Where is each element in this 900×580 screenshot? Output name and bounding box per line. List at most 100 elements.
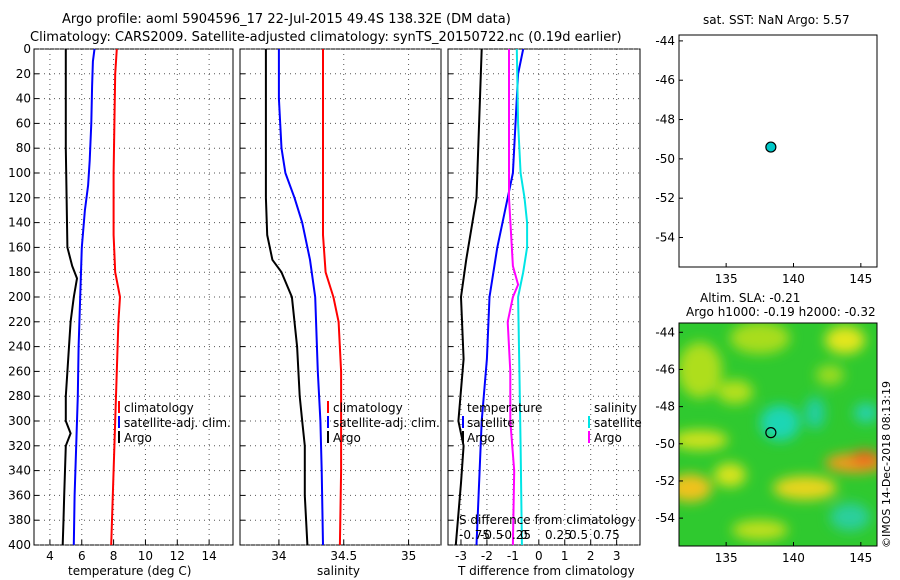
x-tick-label: 135 [715, 272, 738, 286]
series-line-argo [61, 49, 78, 545]
temperature-legend: climatology satellite-adj. clim. Argo [118, 401, 231, 445]
sla-blob [816, 365, 844, 385]
y-tick-label: 40 [16, 92, 31, 106]
x-tick-label: 135 [715, 551, 738, 565]
sla-map-panel: Altim. SLA: -0.21 Argo h1000: -0.19 h200… [655, 291, 878, 565]
x-tick-label: 14 [201, 549, 216, 563]
x-tick-label: 12 [170, 549, 185, 563]
y-tick-label: 380 [8, 513, 31, 527]
y-tick-label: -44 [655, 325, 675, 339]
x-tick-label: 3 [613, 549, 621, 563]
s-tick-label: 0.75 [593, 528, 620, 542]
sla-blob [714, 463, 746, 487]
sla-heatmap [679, 323, 877, 540]
y-tick-label: 160 [8, 240, 31, 254]
x-tick-label: 10 [138, 549, 153, 563]
salinity-xlabel: salinity [317, 564, 360, 578]
s-tick-label: 0.25 [545, 528, 572, 542]
series-line-s-satellite [515, 49, 529, 545]
x-tick-label: 0 [535, 549, 543, 563]
x-tick-label: 145 [849, 272, 872, 286]
sla-blob [679, 342, 722, 398]
sla-blob [851, 450, 877, 466]
sla-blob [679, 474, 712, 502]
y-tick-label: -54 [655, 511, 675, 525]
legend-t-argo: Argo [467, 431, 495, 445]
sla-blob [825, 326, 865, 354]
sst-map-axes [678, 34, 878, 268]
series-line-s-argo [506, 49, 520, 545]
series-line-climatology [110, 49, 121, 545]
y-tick-label: -50 [655, 152, 675, 166]
s-tick-label: -0.75 [459, 528, 490, 542]
x-tick-label: 34.5 [330, 549, 357, 563]
temperature-xlabel: temperature (deg C) [68, 564, 191, 578]
sla-blob [805, 397, 825, 429]
legend-argo: Argo [124, 431, 152, 445]
y-tick-label: 140 [8, 216, 31, 230]
temperature-panel: 4 6 8 10 12 140204060801001201401601802002202… [8, 42, 234, 578]
x-tick-label: 4 [46, 549, 54, 563]
x-tick-label: 145 [849, 551, 872, 565]
x-tick-label: 140 [782, 551, 805, 565]
y-tick-label: 180 [8, 265, 31, 279]
y-tick-label: 0 [23, 42, 31, 56]
x-tick-label: 8 [110, 549, 118, 563]
s-difference-label: S difference from climatology [459, 513, 636, 527]
credit-text: ©IMOS 14-Dec-2018 08:13:19 [880, 381, 893, 548]
legend-argo: Argo [333, 431, 361, 445]
sla-blob [830, 503, 870, 531]
y-tick-label: -54 [655, 231, 675, 245]
y-tick-label: 60 [16, 116, 31, 130]
y-tick-label: -46 [655, 73, 675, 87]
sla-blob [679, 430, 728, 450]
sla-blob [773, 476, 837, 500]
title-line1: Argo profile: aoml 5904596_17 22-Jul-201… [62, 12, 511, 27]
sla-blob [854, 403, 877, 423]
x-tick-label: 35 [401, 549, 416, 563]
y-tick-label: 400 [8, 538, 31, 552]
salinity-legend: climatology satellite-adj. clim. Argo [327, 401, 440, 445]
series-line-t-argo [454, 49, 483, 545]
legend-s-argo: Argo [594, 431, 622, 445]
y-tick-label: -44 [655, 34, 675, 48]
sla-blob [717, 380, 753, 404]
argo-location-marker [765, 141, 777, 153]
series-line-t-satellite [475, 49, 525, 545]
y-tick-label: -48 [655, 113, 675, 127]
y-tick-label: 340 [8, 464, 31, 478]
series-line-satellite-adj-clim- [277, 49, 324, 545]
series-line-satellite-adj-clim- [72, 49, 96, 545]
y-tick-label: 260 [8, 364, 31, 378]
x-tick-label: 2 [587, 549, 595, 563]
y-tick-label: -50 [655, 437, 675, 451]
y-tick-label: -52 [655, 474, 675, 488]
y-tick-label: 80 [16, 141, 31, 155]
y-tick-label: 320 [8, 439, 31, 453]
series-line-climatology [322, 49, 343, 545]
y-tick-label: 20 [16, 67, 31, 81]
sla-blob [760, 405, 800, 441]
legend-t-satellite: satellite [467, 416, 515, 430]
x-tick-label: 1 [561, 549, 569, 563]
difference-panel: -3 -2 -1 0 1 2 3 T difference from climatology… [447, 48, 642, 578]
legend-satellite: satellite-adj. clim. [124, 416, 231, 430]
s-difference-ticks: -0.75-0.5-0.250 0.250.5 0.75 [459, 528, 620, 542]
legend-climatology: climatology [124, 401, 194, 415]
temperature-axes [33, 48, 234, 546]
y-tick-label: 120 [8, 191, 31, 205]
sla-blob [730, 323, 790, 354]
x-tick-label: 140 [782, 272, 805, 286]
y-tick-label: 300 [8, 414, 31, 428]
y-tick-label: -48 [655, 400, 675, 414]
s-tick-label: 0 [520, 528, 528, 542]
series-line-argo [264, 49, 309, 545]
argo-location-marker [765, 427, 777, 439]
x-tick-label: -3 [455, 549, 467, 563]
legend-salinity-title: salinity [594, 401, 637, 415]
y-tick-label: 220 [8, 315, 31, 329]
sst-map-panel: sat. SST: NaN Argo: 5.57 135 140 145 -44 -46… [655, 13, 878, 286]
legend-temperature-title: temperature [467, 401, 542, 415]
s-tick-label: -0.5 [480, 528, 503, 542]
